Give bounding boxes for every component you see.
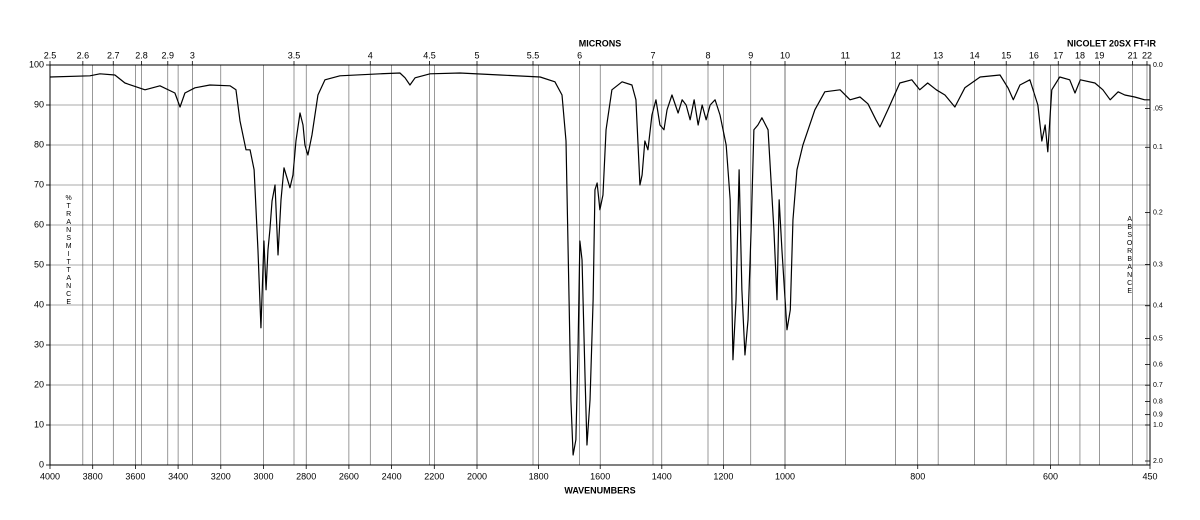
x-axis-label: WAVENUMBERS <box>564 485 635 495</box>
x2-tick-label: 5 <box>474 50 479 60</box>
x-tick-label: 1800 <box>529 471 549 481</box>
x-tick-label: 2000 <box>467 471 487 481</box>
y-tick-label: 50 <box>34 259 44 269</box>
x2-tick-label: 7 <box>650 50 655 60</box>
x-tick-label: 1600 <box>590 471 610 481</box>
y2-tick-label: 0.3 <box>1153 261 1163 268</box>
x2-tick-label: 21 <box>1128 50 1138 60</box>
y2-tick-label: 0.2 <box>1153 209 1163 216</box>
x-tick-label: 800 <box>910 471 925 481</box>
x2-tick-label: 13 <box>933 50 943 60</box>
y-tick-label: 70 <box>34 179 44 189</box>
x-tick-label: 1400 <box>652 471 672 481</box>
y-tick-label: 0 <box>39 459 44 469</box>
y-tick-label: 60 <box>34 219 44 229</box>
y2-tick-label: .05 <box>1153 105 1163 112</box>
y2-tick-label: 0.6 <box>1153 361 1163 368</box>
x-tick-label: 3400 <box>168 471 188 481</box>
x2-tick-label: 16 <box>1029 50 1039 60</box>
y2-tick-label: 0.5 <box>1153 335 1163 342</box>
y-axis-label: %TRANSMITTANCE <box>65 195 72 307</box>
x2-tick-label: 2.5 <box>44 50 57 60</box>
spectrum-line <box>49 72 1150 456</box>
y2-tick-label: 0.9 <box>1153 411 1163 418</box>
x2-tick-label: 2.8 <box>135 50 148 60</box>
x2-tick-label: 12 <box>891 50 901 60</box>
y2-tick-label: 0.7 <box>1153 382 1163 389</box>
x2-tick-label: 18 <box>1075 50 1085 60</box>
y2-tick-label: 0.4 <box>1153 303 1163 310</box>
x-tick-label: 450 <box>1142 471 1157 481</box>
y2-tick-label: 2.0 <box>1153 458 1163 465</box>
x2-tick-label: 9 <box>748 50 753 60</box>
x2-tick-label: 2.9 <box>162 50 175 60</box>
y2-tick-label: 1.0 <box>1153 422 1163 429</box>
x2-tick-label: 2.7 <box>107 50 120 60</box>
x-tick-label: 3000 <box>253 471 273 481</box>
y-tick-label: 40 <box>34 299 44 309</box>
x2-tick-label: 15 <box>1001 50 1011 60</box>
x2-tick-label: 3.5 <box>288 50 301 60</box>
x2-tick-label: 11 <box>841 50 850 60</box>
x-tick-label: 2200 <box>424 471 444 481</box>
x-tick-label: 3600 <box>125 471 145 481</box>
x-tick-label: 1200 <box>713 471 733 481</box>
y-tick-label: 30 <box>34 339 44 349</box>
y2-axis-label: ABSORBANCE <box>1126 216 1133 296</box>
x2-tick-label: 14 <box>970 50 980 60</box>
x-tick-label: 600 <box>1043 471 1058 481</box>
x2-tick-label: 5.5 <box>527 50 540 60</box>
y-tick-label: 80 <box>34 139 44 149</box>
x2-tick-label: 2.6 <box>77 50 90 60</box>
y-tick-label: 100 <box>29 59 44 69</box>
y2-tick-label: 0.1 <box>1153 144 1163 151</box>
y-tick-label: 20 <box>34 379 44 389</box>
x2-tick-label: 3 <box>190 50 195 60</box>
x2-tick-label: 4.5 <box>423 50 436 60</box>
x-tick-label: 2400 <box>382 471 402 481</box>
x2-tick-label: 6 <box>577 50 582 60</box>
x2-tick-label: 10 <box>780 50 790 60</box>
x2-tick-label: 19 <box>1094 50 1104 60</box>
x2-axis-label: MICRONS <box>579 38 622 48</box>
y-tick-label: 10 <box>34 419 44 429</box>
chart-title: NICOLET 20SX FT-IR <box>1067 38 1157 48</box>
y2-tick-label: 0.8 <box>1153 398 1163 405</box>
x2-tick-label: 8 <box>705 50 710 60</box>
x-tick-label: 4000 <box>40 471 60 481</box>
x-tick-label: 2800 <box>296 471 316 481</box>
x2-tick-label: 17 <box>1053 50 1063 60</box>
x2-tick-label: 4 <box>368 50 373 60</box>
y-tick-label: 90 <box>34 99 44 109</box>
x-tick-label: 2600 <box>339 471 359 481</box>
x-tick-label: 3800 <box>83 471 103 481</box>
y2-tick-label: 0.0 <box>1153 62 1163 69</box>
x2-tick-label: 22 <box>1142 50 1152 60</box>
x-tick-label: 3200 <box>211 471 231 481</box>
x-tick-label: 1000 <box>775 471 795 481</box>
plot-frame <box>49 64 1151 466</box>
